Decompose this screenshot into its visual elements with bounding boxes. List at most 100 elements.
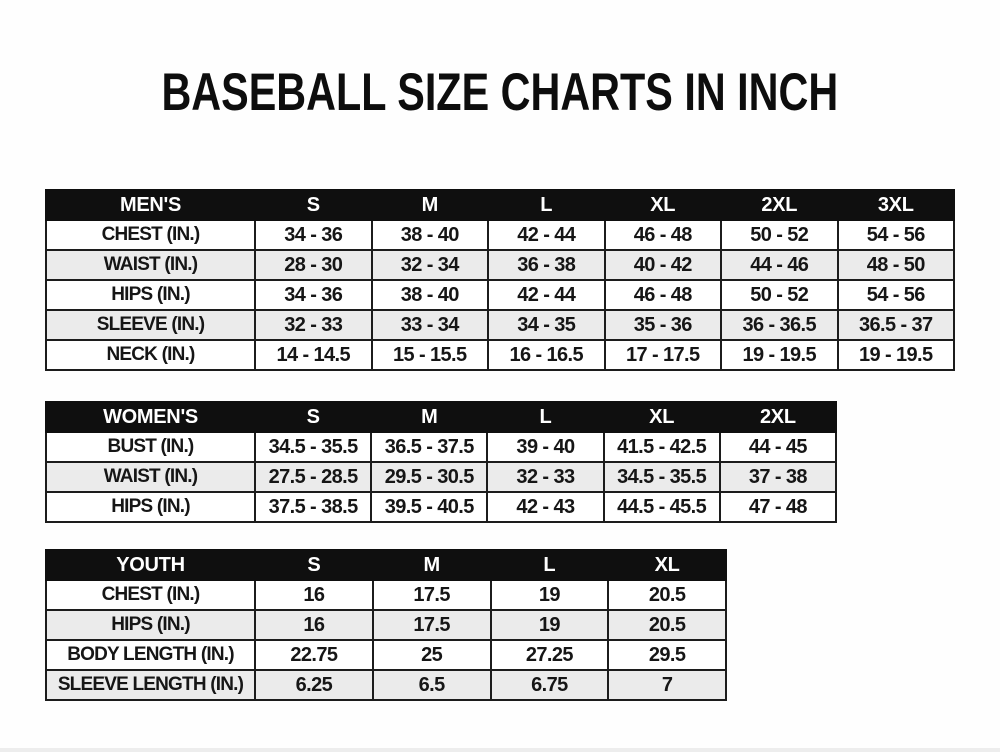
size-value-cell: 29.5 - 30.5	[370, 461, 489, 493]
size-value-cell: 32 - 33	[254, 309, 373, 341]
size-value-cell: 35 - 36	[603, 309, 722, 341]
page-title: BASEBALL SIZE CHARTS IN INCH	[0, 62, 1000, 123]
table-title-cell: WOMEN'S	[45, 401, 256, 433]
size-value-cell: 37.5 - 38.5	[253, 491, 373, 523]
page-title-text: BASEBALL SIZE CHARTS IN INCH	[161, 63, 839, 122]
size-value-cell: 34.5 - 35.5	[602, 461, 721, 493]
row-label: BUST (IN.)	[45, 431, 256, 463]
size-value-cell: 14 - 14.5	[254, 339, 373, 371]
size-value-cell: 34 - 36	[254, 279, 373, 311]
measurement-row: HIPS (IN.) 37.5 - 38.5 39.5 - 40.5 42 - 43 4…	[45, 491, 838, 523]
header-row: YOUTH S M L XL	[45, 549, 727, 581]
table-title-cell: YOUTH	[45, 549, 256, 581]
size-table-womens: WOMEN'S S M L XL 2XL BUST (IN.) 34.5 - 35.5 36.5…	[45, 401, 838, 523]
row-label: NECK (IN.)	[45, 339, 256, 371]
size-value-cell: 42 - 43	[486, 491, 605, 523]
size-column-header: XL	[602, 401, 721, 433]
size-value-cell: 16 - 16.5	[487, 339, 606, 371]
size-value-cell: 17 - 17.5	[603, 339, 722, 371]
size-value-cell: 46 - 48	[603, 219, 722, 251]
size-value-cell: 46 - 48	[603, 279, 722, 311]
size-value-cell: 29.5	[607, 639, 727, 671]
row-label: WAIST (IN.)	[45, 249, 256, 281]
size-value-cell: 20.5	[607, 609, 727, 641]
size-column-header: L	[487, 189, 606, 221]
measurement-row: WAIST (IN.) 28 - 30 32 - 34 36 - 38 40 - 42 4…	[45, 249, 955, 281]
size-value-cell: 39.5 - 40.5	[370, 491, 489, 523]
size-column-header: XL	[603, 189, 722, 221]
row-label: SLEEVE (IN.)	[45, 309, 256, 341]
size-value-cell: 36.5 - 37	[836, 309, 955, 341]
size-column-header: S	[254, 189, 373, 221]
row-label: HIPS (IN.)	[45, 279, 256, 311]
size-column-header: S	[253, 401, 373, 433]
measurement-row: SLEEVE LENGTH (IN.) 6.25 6.5 6.75 7	[45, 669, 727, 701]
size-value-cell: 17.5	[371, 579, 492, 611]
size-column-header: XL	[607, 549, 727, 581]
size-value-cell: 44 - 46	[720, 249, 839, 281]
measurement-row: HIPS (IN.) 16 17.5 19 20.5	[45, 609, 727, 641]
size-table-youth: YOUTH S M L XL CHEST (IN.) 16 17.5 19 20.5 HIPS (I…	[45, 549, 727, 701]
row-label: BODY LENGTH (IN.)	[45, 639, 256, 671]
size-value-cell: 27.5 - 28.5	[253, 461, 373, 493]
size-value-cell: 20.5	[607, 579, 727, 611]
size-column-header: 2XL	[718, 401, 838, 433]
size-value-cell: 34.5 - 35.5	[253, 431, 373, 463]
row-label: WAIST (IN.)	[45, 461, 256, 493]
measurement-row: SLEEVE (IN.) 32 - 33 33 - 34 34 - 35 35 - 36…	[45, 309, 955, 341]
size-value-cell: 34 - 36	[254, 219, 373, 251]
size-column-header: L	[486, 401, 605, 433]
header-row: WOMEN'S S M L XL 2XL	[45, 401, 838, 433]
size-value-cell: 38 - 40	[370, 279, 489, 311]
size-value-cell: 6.75	[489, 669, 610, 701]
size-value-cell: 36 - 36.5	[720, 309, 839, 341]
measurement-row: HIPS (IN.) 34 - 36 38 - 40 42 - 44 46 - 48 50…	[45, 279, 955, 311]
size-value-cell: 36 - 38	[487, 249, 606, 281]
size-value-cell: 19 - 19.5	[836, 339, 955, 371]
measurement-row: BODY LENGTH (IN.) 22.75 25 27.25 29.5	[45, 639, 727, 671]
size-value-cell: 44 - 45	[718, 431, 838, 463]
size-column-header: L	[489, 549, 610, 581]
size-value-cell: 6.25	[254, 669, 374, 701]
size-column-header: S	[254, 549, 374, 581]
size-value-cell: 38 - 40	[370, 219, 489, 251]
size-value-cell: 54 - 56	[836, 279, 955, 311]
size-value-cell: 40 - 42	[603, 249, 722, 281]
size-value-cell: 47 - 48	[718, 491, 838, 523]
size-value-cell: 37 - 38	[718, 461, 838, 493]
size-value-cell: 16	[254, 579, 374, 611]
measurement-row: CHEST (IN.) 16 17.5 19 20.5	[45, 579, 727, 611]
size-table-mens: MEN'S S M L XL 2XL 3XL CHEST (IN.) 34 - 36 38 - 4…	[45, 189, 955, 371]
size-column-header: M	[370, 401, 489, 433]
table-title-cell: MEN'S	[45, 189, 256, 221]
size-value-cell: 54 - 56	[836, 219, 955, 251]
size-value-cell: 48 - 50	[836, 249, 955, 281]
size-value-cell: 19	[489, 579, 610, 611]
size-value-cell: 39 - 40	[486, 431, 605, 463]
bottom-edge-artifact	[0, 748, 1000, 752]
size-value-cell: 50 - 52	[720, 279, 839, 311]
size-value-cell: 42 - 44	[487, 279, 606, 311]
size-value-cell: 22.75	[254, 639, 374, 671]
row-label: CHEST (IN.)	[45, 219, 256, 251]
size-value-cell: 41.5 - 42.5	[602, 431, 721, 463]
size-value-cell: 25	[371, 639, 492, 671]
size-column-header: 2XL	[720, 189, 839, 221]
size-value-cell: 32 - 33	[486, 461, 605, 493]
row-label: HIPS (IN.)	[45, 491, 256, 523]
header-row: MEN'S S M L XL 2XL 3XL	[45, 189, 955, 221]
size-value-cell: 33 - 34	[370, 309, 489, 341]
row-label: SLEEVE LENGTH (IN.)	[45, 669, 256, 701]
size-value-cell: 44.5 - 45.5	[602, 491, 721, 523]
size-value-cell: 32 - 34	[370, 249, 489, 281]
size-value-cell: 19	[489, 609, 610, 641]
size-value-cell: 7	[607, 669, 727, 701]
size-value-cell: 27.25	[489, 639, 610, 671]
measurement-row: BUST (IN.) 34.5 - 35.5 36.5 - 37.5 39 - 40 4…	[45, 431, 838, 463]
size-value-cell: 19 - 19.5	[720, 339, 839, 371]
size-value-cell: 16	[254, 609, 374, 641]
measurement-row: WAIST (IN.) 27.5 - 28.5 29.5 - 30.5 32 - 33…	[45, 461, 838, 493]
size-column-header: 3XL	[836, 189, 955, 221]
size-value-cell: 36.5 - 37.5	[370, 431, 489, 463]
size-value-cell: 6.5	[371, 669, 492, 701]
